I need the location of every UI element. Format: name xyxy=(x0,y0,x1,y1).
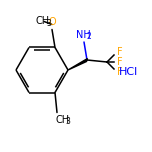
Text: HCl: HCl xyxy=(118,67,138,77)
Text: F: F xyxy=(117,57,123,67)
Text: O: O xyxy=(48,17,56,28)
Text: 3: 3 xyxy=(65,117,70,126)
Text: F: F xyxy=(117,47,123,57)
Text: F: F xyxy=(117,67,123,77)
Text: 2: 2 xyxy=(87,32,91,41)
Polygon shape xyxy=(68,59,88,70)
Text: 3: 3 xyxy=(46,19,51,28)
Text: NH: NH xyxy=(76,30,90,40)
Text: CH: CH xyxy=(36,16,50,26)
Text: CH: CH xyxy=(55,114,69,124)
